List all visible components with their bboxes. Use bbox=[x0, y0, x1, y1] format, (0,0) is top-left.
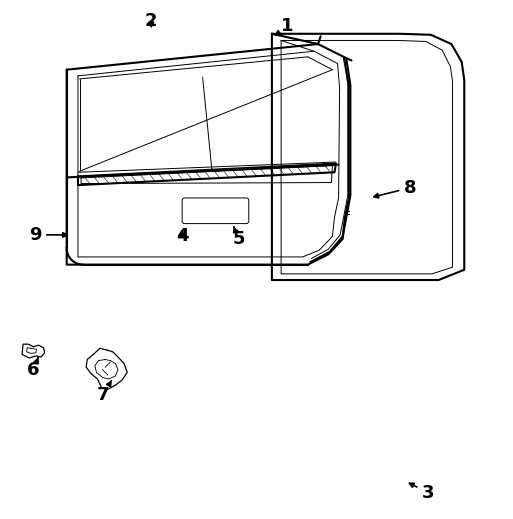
Text: 8: 8 bbox=[374, 179, 417, 198]
Text: 7: 7 bbox=[96, 381, 111, 404]
Text: 1: 1 bbox=[275, 17, 293, 35]
Text: 5: 5 bbox=[232, 227, 245, 248]
Text: 3: 3 bbox=[409, 483, 435, 502]
Text: 9: 9 bbox=[29, 226, 67, 244]
Text: 6: 6 bbox=[27, 358, 40, 379]
Text: 4: 4 bbox=[176, 227, 188, 245]
Text: 2: 2 bbox=[145, 12, 157, 30]
